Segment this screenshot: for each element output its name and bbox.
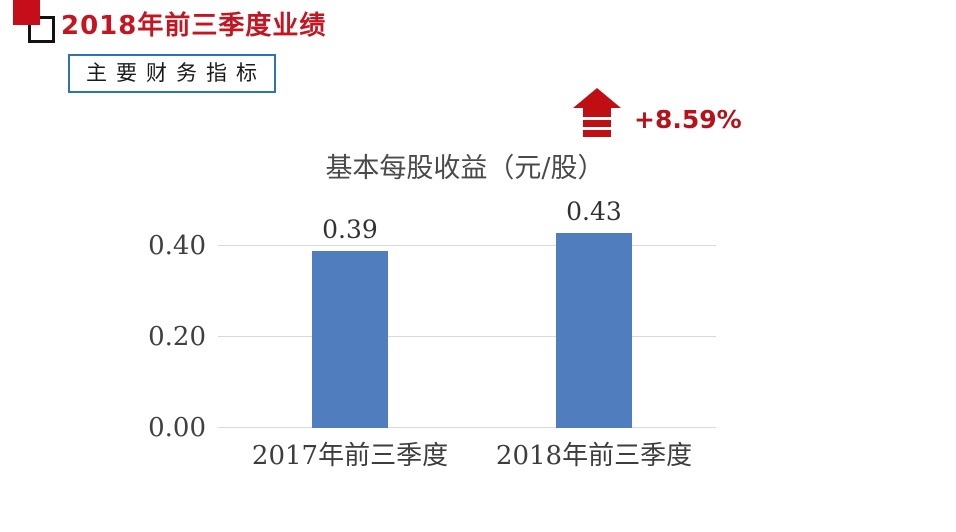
up-arrow-icon bbox=[573, 88, 621, 137]
x-axis-category-label: 2017年前三季度 bbox=[251, 441, 449, 471]
y-axis-tick-label: 0.40 bbox=[148, 231, 206, 262]
bar-2017年前三季度 bbox=[312, 250, 388, 428]
plot-area: 0.00 0.20 0.40 0.39 2017年前三季度 0.43 2018年前三季度 bbox=[148, 199, 716, 469]
page-title: 2018年前三季度业绩 bbox=[61, 11, 327, 41]
bar-value-label: 0.39 bbox=[322, 214, 378, 244]
growth-value: +8.59% bbox=[634, 105, 742, 134]
growth-indicator: +8.59% bbox=[573, 88, 742, 137]
bar-2018年前三季度 bbox=[556, 232, 632, 428]
overlapping-squares-icon bbox=[0, 0, 70, 60]
outline-square-icon bbox=[28, 16, 55, 43]
chart-title: 基本每股收益（元/股） bbox=[325, 153, 605, 184]
bar-value-label: 0.43 bbox=[566, 196, 622, 226]
section-tag-label: 主要财务指标 bbox=[86, 61, 266, 85]
y-axis-tick-label: 0.00 bbox=[148, 413, 206, 443]
gridline bbox=[218, 427, 716, 428]
section-tag: 主要财务指标 bbox=[68, 54, 276, 93]
red-square-icon bbox=[13, 0, 40, 25]
y-axis-tick-label: 0.20 bbox=[148, 322, 206, 353]
x-axis-category-label: 2018年前三季度 bbox=[495, 441, 693, 471]
gridline bbox=[218, 336, 716, 338]
gridline bbox=[218, 245, 716, 247]
